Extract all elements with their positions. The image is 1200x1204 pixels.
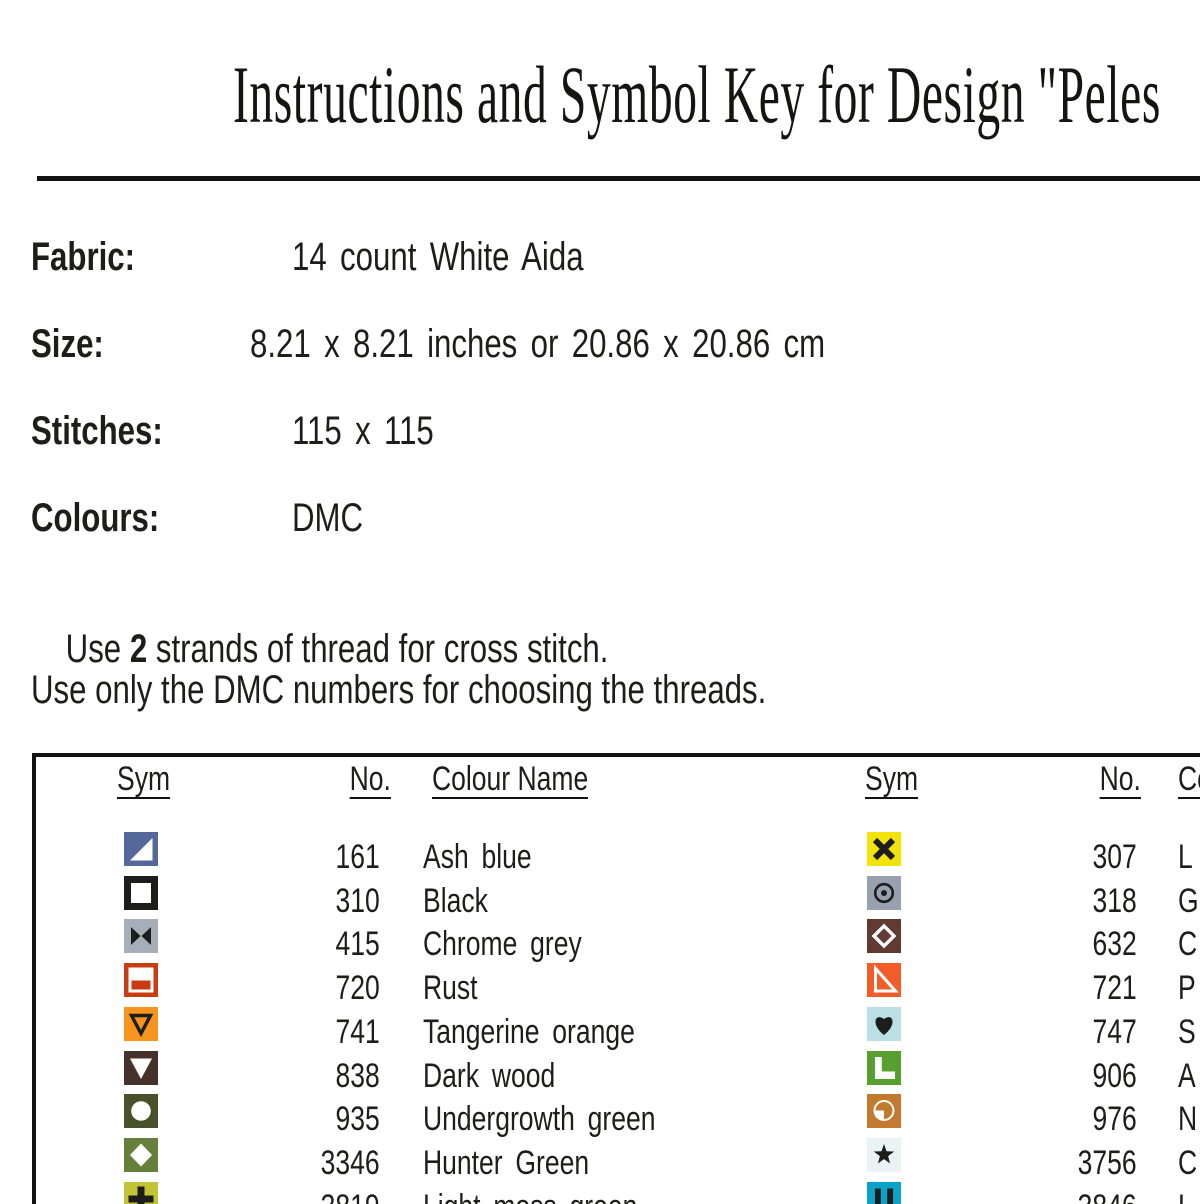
symbol-swatch [867,919,901,954]
quarter-circle-icon [873,1100,895,1122]
header-name-left: Colour Name [432,760,589,799]
symbol-swatch [124,1181,158,1204]
symbol-swatch [867,1094,901,1129]
dmc-number: 161 [335,838,380,876]
dmc-number: 3819 [321,1188,380,1204]
colour-name: L [1178,838,1193,876]
double-bars-icon [875,1188,893,1204]
dmc-number: 310 [335,881,380,920]
dmc-note: Use only the DMC numbers for choosing th… [31,668,767,712]
stitches-label: Stitches: [31,409,163,453]
diamond-icon [130,1143,152,1167]
symbol-swatch [124,1094,158,1129]
page-title: Instructions and Symbol Key for Design "… [233,49,1161,140]
symbol-swatch [867,963,901,998]
symbol-swatch [867,832,901,866]
header-name-right: Colour Name [1178,760,1200,799]
colour-name: Rust [423,969,478,1008]
colour-name: Ash blue [423,838,532,876]
symbol-swatch [124,1137,158,1172]
size-value: 8.21 x 8.21 inches or 20.86 x 20.86 cm [250,322,826,366]
dmc-number: 747 [1092,1012,1137,1051]
dmc-number: 906 [1092,1056,1137,1095]
strands-note-post: strands of thread for cross stitch. [147,627,609,671]
bowtie-icon [131,927,151,946]
symbol-swatch [124,875,158,910]
colour-name: N [1178,1100,1198,1139]
colour-name: G [1178,881,1199,920]
dmc-number: 935 [335,1100,380,1139]
dmc-number: 721 [1092,969,1137,1008]
circle-dot-icon [873,882,895,903]
fabric-value: 14 count White Aida [292,235,584,279]
colour-name: Light moss green [423,1188,637,1204]
symbol-swatch [867,1050,901,1085]
stitches-value: 115 x 115 [292,409,434,453]
strands-note-count: 2 [129,627,148,671]
dmc-number: 318 [1092,881,1137,920]
colours-label: Colours: [31,496,160,540]
dmc-number: 3346 [321,1143,380,1182]
strands-note-pre: Use [65,627,130,671]
symbol-swatch [867,1006,901,1041]
dmc-number: 976 [1092,1100,1137,1139]
x-cross-icon [872,837,896,861]
symbol-swatch [124,963,158,998]
colour-name: S [1178,1012,1196,1051]
dmc-number: 741 [335,1012,380,1051]
colour-name: Chrome grey [423,925,582,964]
circle-icon [131,1101,151,1121]
colour-name: C [1178,1143,1198,1182]
colour-name: A [1178,1056,1196,1095]
colours-value: DMC [292,496,364,540]
plus-icon [128,1186,154,1204]
strands-note: Use 2 strands of thread for cross stitch… [31,580,609,718]
hollow-square-icon [131,882,151,903]
colour-name: Tangerine orange [423,1012,635,1051]
heart-icon [875,1016,893,1035]
triangle-bottom-right-icon [130,838,153,861]
symbol-swatch [124,832,158,866]
symbol-swatch [124,919,158,954]
header-no-right: No. [1099,760,1141,799]
symbol-swatch [867,875,901,910]
colour-name: Black [423,881,488,920]
fabric-label: Fabric: [31,235,136,279]
size-label: Size: [31,322,104,366]
title-divider [37,176,1200,181]
header-sym-right: Sym [865,760,919,799]
dmc-number: 720 [335,969,380,1008]
dmc-number: 415 [335,925,380,964]
colour-name: Hunter Green [423,1143,590,1182]
colour-name: Dark wood [423,1056,556,1095]
dmc-number: 632 [1092,925,1137,964]
colour-name: C [1178,925,1198,964]
symbol-key-table: Sym No. Colour Name Sym No. Colour Name … [32,753,1200,1204]
colour-name: P [1178,969,1196,1008]
colour-name: Undergrowth green [423,1100,656,1139]
diamond-outline-icon [871,923,897,949]
dmc-number: 307 [1092,838,1137,876]
triangle-bottom-left-outline-icon [874,964,899,993]
l-shape-icon [875,1056,895,1079]
symbol-swatch [867,1181,901,1204]
star-icon [873,1143,895,1164]
symbol-swatch [124,1006,158,1041]
triangle-down-icon [130,1058,152,1079]
symbol-swatch [124,1050,158,1085]
dmc-number: 3846 [1078,1188,1137,1204]
header-no-left: No. [349,760,391,799]
dmc-number: 838 [335,1056,380,1095]
triangle-down-outline-icon [128,1013,154,1037]
half-filled-rect-icon [128,967,154,993]
header-sym-left: Sym [117,760,171,799]
colour-name: L [1178,1188,1193,1204]
dmc-number: 3756 [1078,1143,1137,1182]
symbol-swatch [867,1137,901,1172]
